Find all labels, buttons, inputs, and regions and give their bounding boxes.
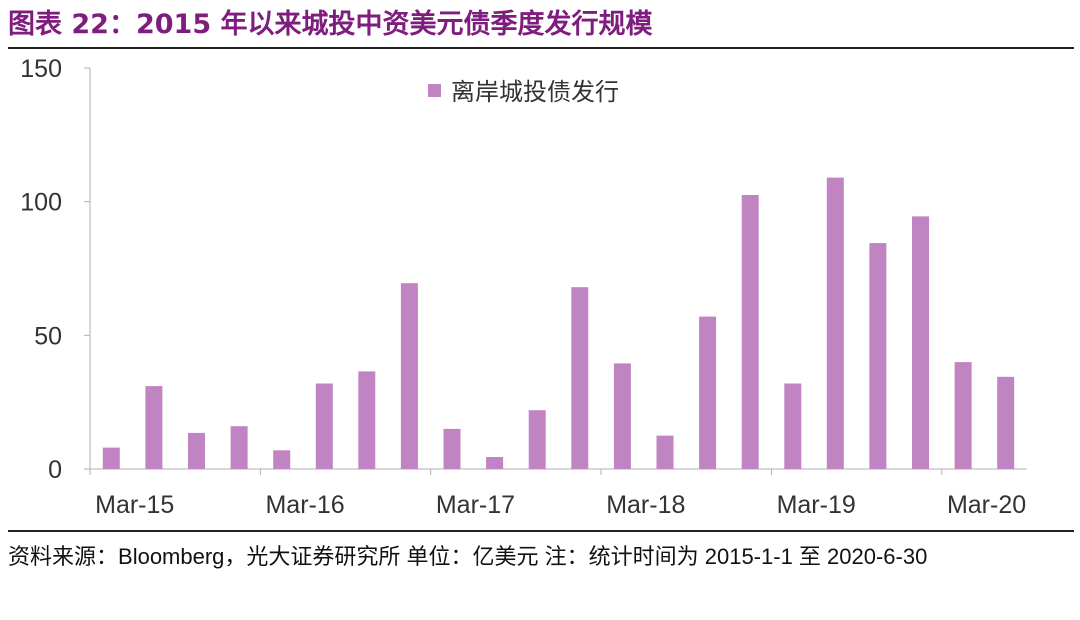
y-tick-label: 150 — [20, 55, 62, 83]
legend: 离岸城投债发行 — [428, 78, 619, 106]
bar — [912, 216, 929, 469]
bar — [443, 428, 461, 469]
x-axis: Mar-15 Mar-16 Mar-17 Mar-18 Mar-19 Mar-20 — [89, 468, 1027, 519]
bar — [741, 195, 759, 469]
bar-series — [102, 177, 1015, 469]
bar — [826, 177, 844, 469]
x-tick-label: Mar-19 — [777, 491, 856, 519]
legend-swatch — [428, 84, 441, 97]
x-tick-label: Mar-20 — [947, 491, 1026, 519]
source-divider — [8, 530, 1074, 532]
bar — [656, 435, 674, 469]
y-tick-label: 100 — [20, 189, 62, 217]
x-tick-label: Mar-17 — [436, 491, 515, 519]
legend-label: 离岸城投债发行 — [451, 78, 619, 106]
bar-chart: 0 50 100 150 Mar-15 Mar-16 Mar-17 Mar-18 Mar-19… — [20, 55, 1027, 519]
title-divider — [8, 47, 1074, 49]
bar — [486, 457, 504, 469]
bar — [145, 386, 163, 469]
x-tick-label: Mar-16 — [265, 491, 344, 519]
y-tick-label: 0 — [48, 456, 62, 484]
bar — [869, 243, 887, 469]
bar — [188, 432, 205, 469]
bar — [315, 383, 333, 469]
figure-title: 图表 22：2015 年以来城投中资美元债季度发行规模 — [8, 9, 653, 40]
bar — [358, 371, 376, 469]
x-tick-label: Mar-18 — [606, 491, 685, 519]
bar — [997, 376, 1015, 469]
bar — [528, 410, 546, 469]
bar — [102, 447, 120, 469]
bar — [613, 363, 631, 469]
bar — [230, 426, 248, 469]
bar — [954, 362, 972, 469]
source-label: 资料来源： — [8, 545, 119, 570]
bar — [400, 283, 418, 469]
y-axis: 0 50 100 150 — [20, 55, 91, 484]
bar — [273, 450, 291, 469]
source-note: 资料来源：Bloomberg，光大证券研究所 单位：亿美元 注：统计时间为 20… — [8, 540, 1068, 574]
bar — [699, 316, 717, 469]
bar — [784, 383, 802, 469]
bar — [571, 287, 589, 469]
y-tick-label: 50 — [34, 322, 62, 350]
source-text: Bloomberg，光大证券研究所 单位：亿美元 注：统计时间为 2015-1-… — [118, 544, 928, 569]
x-tick-label: Mar-15 — [95, 491, 174, 519]
